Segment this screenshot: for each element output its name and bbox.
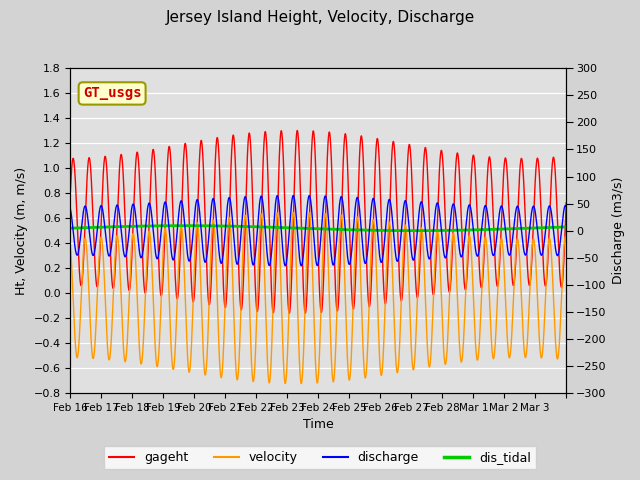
Line: discharge: discharge xyxy=(70,195,566,266)
dis_tidal xyxy=(67,225,74,231)
discharge xyxy=(479,218,486,224)
discharge xyxy=(492,247,499,252)
Line: gageht: gageht xyxy=(70,131,566,313)
gageht xyxy=(170,218,177,224)
discharge xyxy=(363,253,371,259)
discharge xyxy=(298,263,305,269)
Text: GT_usgs: GT_usgs xyxy=(83,86,141,100)
velocity xyxy=(363,358,371,364)
dis_tidal xyxy=(170,223,177,228)
X-axis label: Time: Time xyxy=(303,419,333,432)
dis_tidal xyxy=(479,227,486,232)
gageht xyxy=(67,189,74,194)
dis_tidal xyxy=(181,223,189,228)
discharge xyxy=(67,206,74,212)
dis_tidal xyxy=(337,227,344,232)
dis_tidal xyxy=(454,228,462,233)
discharge xyxy=(563,204,570,209)
Line: dis_tidal: dis_tidal xyxy=(70,226,566,231)
velocity xyxy=(337,217,344,223)
velocity xyxy=(289,210,297,216)
gageht xyxy=(479,280,486,286)
Y-axis label: Ht, Velocity (m, m/s): Ht, Velocity (m, m/s) xyxy=(15,167,28,295)
dis_tidal xyxy=(492,227,499,232)
discharge xyxy=(170,257,177,263)
velocity xyxy=(479,272,486,278)
discharge xyxy=(337,196,344,202)
gageht xyxy=(285,311,293,316)
gageht xyxy=(337,249,344,255)
dis_tidal xyxy=(363,227,371,233)
Text: Jersey Island Height, Velocity, Discharge: Jersey Island Height, Velocity, Discharg… xyxy=(165,10,475,24)
velocity xyxy=(298,381,305,386)
velocity xyxy=(492,342,499,348)
Line: velocity: velocity xyxy=(70,213,566,384)
dis_tidal xyxy=(410,228,418,234)
velocity xyxy=(170,367,177,372)
gageht xyxy=(293,128,301,133)
gageht xyxy=(363,271,371,277)
velocity xyxy=(563,236,570,242)
gageht xyxy=(492,261,499,266)
Y-axis label: Discharge (m3/s): Discharge (m3/s) xyxy=(612,177,625,284)
gageht xyxy=(454,153,462,158)
Legend: gageht, velocity, discharge, dis_tidal: gageht, velocity, discharge, dis_tidal xyxy=(104,446,536,469)
velocity xyxy=(67,243,74,249)
discharge xyxy=(289,192,297,198)
discharge xyxy=(454,235,462,240)
dis_tidal xyxy=(563,224,570,230)
gageht xyxy=(563,200,570,205)
velocity xyxy=(454,312,462,318)
